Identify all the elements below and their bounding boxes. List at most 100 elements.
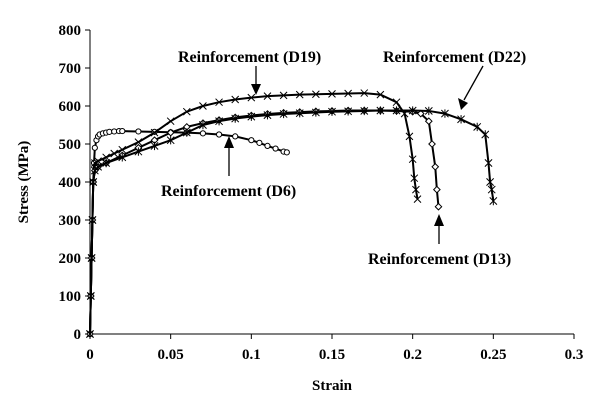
data-point-cross xyxy=(279,91,288,100)
data-point-cross xyxy=(344,89,352,98)
data-point-circle xyxy=(232,133,239,140)
data-point-asterisk xyxy=(134,147,143,156)
data-point-asterisk xyxy=(457,115,466,124)
annotation-d22: Reinforcement (D22) xyxy=(383,49,526,66)
data-point-diamond xyxy=(424,117,433,126)
data-point-asterisk xyxy=(88,215,97,225)
annotation-d6: Reinforcement (D6) xyxy=(161,183,296,200)
data-point-asterisk xyxy=(295,109,304,118)
data-point-asterisk xyxy=(279,109,288,119)
y-tick-label: 500 xyxy=(59,137,82,153)
data-point-circle xyxy=(119,127,126,135)
data-point-circle xyxy=(91,144,98,151)
annotation-d13: Reinforcement (D13) xyxy=(368,251,511,268)
data-point-cross xyxy=(295,90,304,99)
data-point-asterisk xyxy=(118,153,127,162)
data-point-asterisk xyxy=(440,109,449,118)
data-point-cross xyxy=(150,128,159,137)
y-tick-label: 800 xyxy=(59,23,82,39)
data-point-cross xyxy=(166,117,175,126)
data-point-cross xyxy=(408,155,417,164)
data-point-cross xyxy=(376,90,385,99)
data-point-asterisk xyxy=(344,107,353,116)
data-point-diamond xyxy=(432,185,441,194)
data-point-asterisk xyxy=(87,253,96,263)
data-point-asterisk xyxy=(408,106,417,115)
data-point-diamond xyxy=(428,140,436,148)
data-point-cross xyxy=(231,95,240,104)
data-point-asterisk xyxy=(311,108,320,117)
x-tick-label: 0.05 xyxy=(158,347,184,363)
x-axis-title: Strain xyxy=(312,378,353,394)
arrow-d22-shaft xyxy=(463,65,484,101)
arrow-d6-head xyxy=(224,136,234,148)
data-point-asterisk xyxy=(86,291,95,301)
data-point-asterisk xyxy=(360,106,369,116)
data-point-cross xyxy=(102,153,110,162)
y-tick-label: 600 xyxy=(59,99,82,115)
series-layer xyxy=(86,89,498,339)
data-point-asterisk xyxy=(198,120,207,130)
data-point-asterisk xyxy=(166,136,175,145)
data-point-cross xyxy=(118,145,127,154)
x-tick-label: 0.25 xyxy=(480,347,506,363)
y-tick-label: 100 xyxy=(59,289,82,305)
data-point-cross xyxy=(182,107,191,116)
data-point-asterisk xyxy=(392,106,401,115)
arrow-d22-head xyxy=(458,98,468,110)
arrow-d19-head xyxy=(251,84,261,95)
data-point-asterisk xyxy=(89,177,98,187)
data-point-asterisk xyxy=(328,107,336,116)
data-point-circle xyxy=(264,142,271,149)
data-point-circle xyxy=(283,149,290,156)
y-tick-label: 200 xyxy=(59,251,82,267)
y-tick-label: 700 xyxy=(59,61,82,77)
data-point-asterisk xyxy=(489,196,498,206)
data-point-asterisk xyxy=(102,158,111,168)
data-point-asterisk xyxy=(473,122,482,132)
ticks xyxy=(85,29,575,339)
series-asterisk xyxy=(86,106,498,339)
data-point-diamond xyxy=(416,109,425,118)
data-point-asterisk xyxy=(486,177,495,187)
y-tick-label: 0 xyxy=(74,327,82,343)
data-point-circle xyxy=(256,139,263,146)
data-point-asterisk xyxy=(263,110,272,120)
annotations: Reinforcement (D19) Reinforcement (D22) … xyxy=(161,49,526,268)
y-axis-title: Stress (MPa) xyxy=(16,141,32,224)
data-point-cross xyxy=(110,149,119,158)
data-point-asterisk xyxy=(424,106,433,116)
data-point-asterisk xyxy=(94,162,103,171)
data-point-cross xyxy=(392,98,401,107)
data-point-cross xyxy=(413,195,422,203)
data-point-cross xyxy=(134,138,143,146)
data-point-asterisk xyxy=(215,117,224,126)
x-tick-label: 0.2 xyxy=(403,347,422,363)
x-tick-label: 0.1 xyxy=(242,347,261,363)
data-point-circle xyxy=(199,130,207,137)
data-point-diamond xyxy=(431,162,440,171)
series-line xyxy=(89,130,288,335)
x-tick-label: 0.3 xyxy=(565,347,584,363)
axes xyxy=(89,30,574,335)
data-point-asterisk xyxy=(182,128,191,137)
x-tick-label: 0 xyxy=(86,347,94,363)
data-point-cross xyxy=(94,157,102,165)
y-tick-label: 300 xyxy=(59,213,82,229)
series-cross xyxy=(86,89,422,338)
data-point-circle xyxy=(248,137,255,144)
data-point-cross xyxy=(410,174,419,183)
data-point-asterisk xyxy=(487,185,496,194)
data-point-cross xyxy=(215,98,223,107)
data-point-asterisk xyxy=(86,329,94,339)
arrow-d13-head xyxy=(434,214,444,226)
data-point-asterisk xyxy=(247,112,256,121)
data-point-cross xyxy=(312,90,320,99)
data-point-cross xyxy=(328,89,336,98)
data-point-asterisk xyxy=(481,130,490,139)
x-tick-label: 0.15 xyxy=(319,347,345,363)
data-point-cross xyxy=(405,132,414,141)
data-point-circle xyxy=(215,131,223,138)
data-point-circle xyxy=(272,145,279,152)
